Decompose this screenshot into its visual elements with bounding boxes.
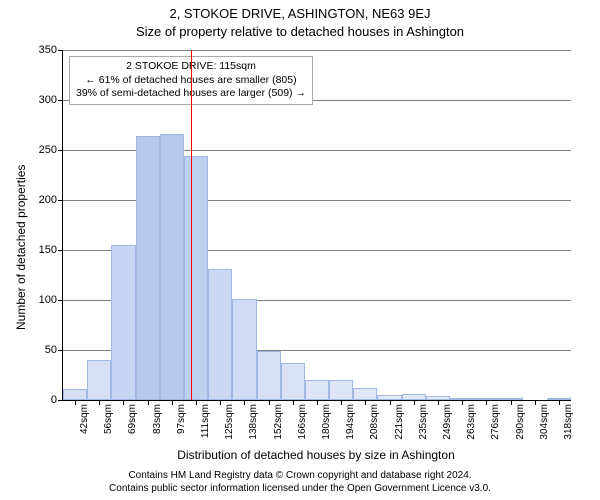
xtick-mark	[511, 400, 512, 405]
xtick-label: 138sqm	[248, 404, 259, 440]
reference-line	[191, 50, 192, 400]
footer-line2: Contains public sector information licen…	[0, 483, 600, 496]
ytick-label: 150	[39, 244, 57, 256]
histogram-bar	[329, 380, 353, 400]
ytick-label: 200	[39, 194, 57, 206]
ytick-mark	[58, 250, 63, 251]
plot-area: 05010015020025030035042sqm56sqm69sqm83sq…	[62, 50, 571, 401]
xtick-mark	[148, 400, 149, 405]
xtick-label: 166sqm	[297, 404, 308, 440]
ytick-label: 300	[39, 94, 57, 106]
ytick-label: 0	[51, 394, 57, 406]
ytick-label: 100	[39, 294, 57, 306]
xtick-mark	[220, 400, 221, 405]
xtick-label: 208sqm	[369, 404, 380, 440]
y-axis-label: Number of detached properties	[14, 165, 28, 330]
xtick-label: 235sqm	[418, 404, 429, 440]
histogram-bar	[111, 245, 135, 400]
xtick-label: 318sqm	[563, 404, 574, 440]
histogram-bar	[281, 363, 305, 400]
xtick-mark	[293, 400, 294, 405]
histogram-bar	[232, 299, 256, 400]
xtick-label: 276sqm	[490, 404, 501, 440]
ytick-mark	[58, 50, 63, 51]
ytick-mark	[58, 100, 63, 101]
ytick-mark	[58, 200, 63, 201]
xtick-label: 69sqm	[127, 404, 138, 434]
xtick-label: 97sqm	[176, 404, 187, 434]
xtick-label: 180sqm	[321, 404, 332, 440]
xtick-mark	[559, 400, 560, 405]
xtick-mark	[486, 400, 487, 405]
ytick-mark	[58, 300, 63, 301]
histogram-bar	[184, 156, 208, 400]
footer: Contains HM Land Registry data © Crown c…	[0, 470, 600, 495]
ytick-label: 50	[45, 344, 57, 356]
x-axis-label: Distribution of detached houses by size …	[62, 448, 570, 462]
xtick-label: 111sqm	[200, 404, 211, 438]
histogram-bar	[63, 389, 87, 400]
xtick-mark	[269, 400, 270, 405]
ytick-label: 250	[39, 144, 57, 156]
histogram-bar	[305, 380, 329, 400]
xtick-label: 304sqm	[539, 404, 550, 440]
xtick-label: 125sqm	[224, 404, 235, 440]
xtick-label: 42sqm	[79, 404, 90, 434]
xtick-mark	[365, 400, 366, 405]
xtick-label: 221sqm	[394, 404, 405, 440]
xtick-mark	[462, 400, 463, 405]
xtick-mark	[438, 400, 439, 405]
xtick-mark	[244, 400, 245, 405]
ytick-mark	[58, 400, 63, 401]
page-title: 2, STOKOE DRIVE, ASHINGTON, NE63 9EJ	[0, 6, 600, 21]
histogram-bar	[160, 134, 184, 400]
ytick-label: 350	[39, 44, 57, 56]
xtick-mark	[341, 400, 342, 405]
histogram-bar	[87, 360, 111, 400]
xtick-label: 290sqm	[515, 404, 526, 440]
xtick-mark	[414, 400, 415, 405]
xtick-mark	[535, 400, 536, 405]
xtick-label: 83sqm	[152, 404, 163, 434]
xtick-mark	[172, 400, 173, 405]
histogram-bar	[353, 388, 377, 400]
histogram-bar	[136, 136, 160, 400]
xtick-label: 249sqm	[442, 404, 453, 440]
ytick-mark	[58, 150, 63, 151]
xtick-label: 263sqm	[466, 404, 477, 440]
xtick-label: 194sqm	[345, 404, 356, 440]
ytick-mark	[58, 350, 63, 351]
xtick-label: 56sqm	[103, 404, 114, 434]
xtick-mark	[99, 400, 100, 405]
chart-container: 2, STOKOE DRIVE, ASHINGTON, NE63 9EJ Siz…	[0, 0, 600, 500]
page-subtitle: Size of property relative to detached ho…	[0, 24, 600, 39]
xtick-mark	[317, 400, 318, 405]
xtick-label: 152sqm	[273, 404, 284, 440]
gridline	[63, 50, 571, 51]
xtick-mark	[196, 400, 197, 405]
xtick-mark	[75, 400, 76, 405]
xtick-mark	[123, 400, 124, 405]
xtick-mark	[390, 400, 391, 405]
histogram-bar	[257, 351, 281, 400]
histogram-bar	[208, 269, 232, 400]
footer-line1: Contains HM Land Registry data © Crown c…	[0, 470, 600, 483]
